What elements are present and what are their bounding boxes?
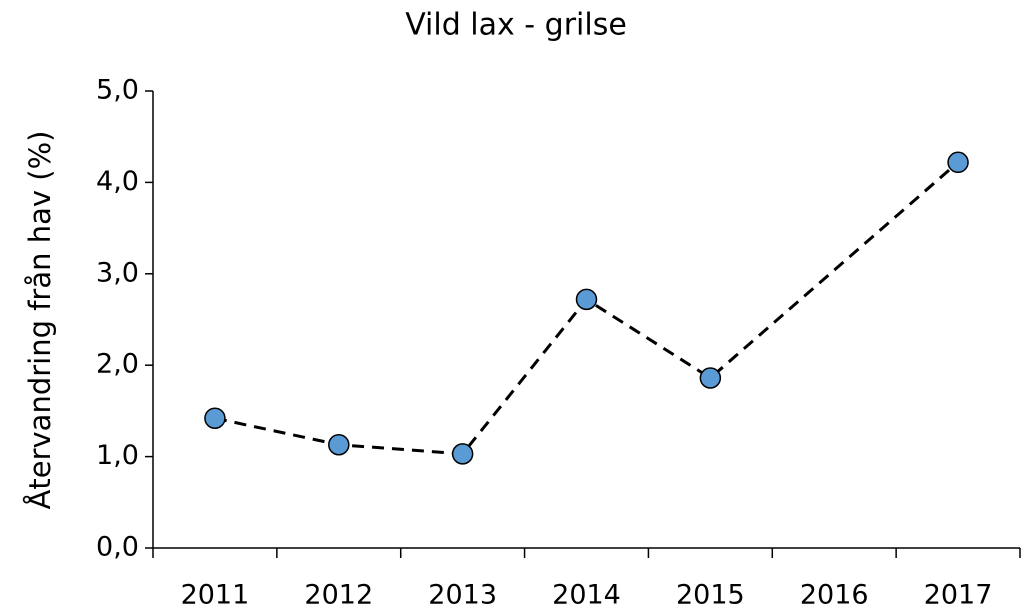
marker — [204, 407, 226, 429]
y-tick-label: 5,0 — [96, 75, 139, 106]
marker — [328, 433, 350, 456]
marker — [451, 443, 474, 465]
x-tick-label: 2017 — [924, 580, 993, 611]
x-tick-label: 2015 — [676, 580, 745, 611]
x-tick-label: 2014 — [552, 580, 621, 611]
x-tick-label: 2012 — [304, 580, 373, 611]
marker — [575, 288, 598, 311]
x-tick-label: 2013 — [428, 580, 497, 611]
line — [214, 161, 960, 456]
y-tick-label: 1,0 — [96, 440, 139, 471]
y-tick-label: 3,0 — [96, 257, 139, 288]
marker — [699, 367, 722, 389]
y-tick-label: 4,0 — [96, 166, 139, 197]
x-tick-label: 2016 — [800, 580, 869, 611]
x-tick-label: 2011 — [181, 580, 250, 611]
chart-title: Vild lax - grilse — [405, 8, 627, 43]
y-tick-label: 2,0 — [96, 349, 139, 380]
y-tick-label: 0,0 — [96, 532, 139, 563]
y-axis-label: Återvandring från hav (%) — [23, 131, 57, 510]
marker — [947, 151, 969, 174]
